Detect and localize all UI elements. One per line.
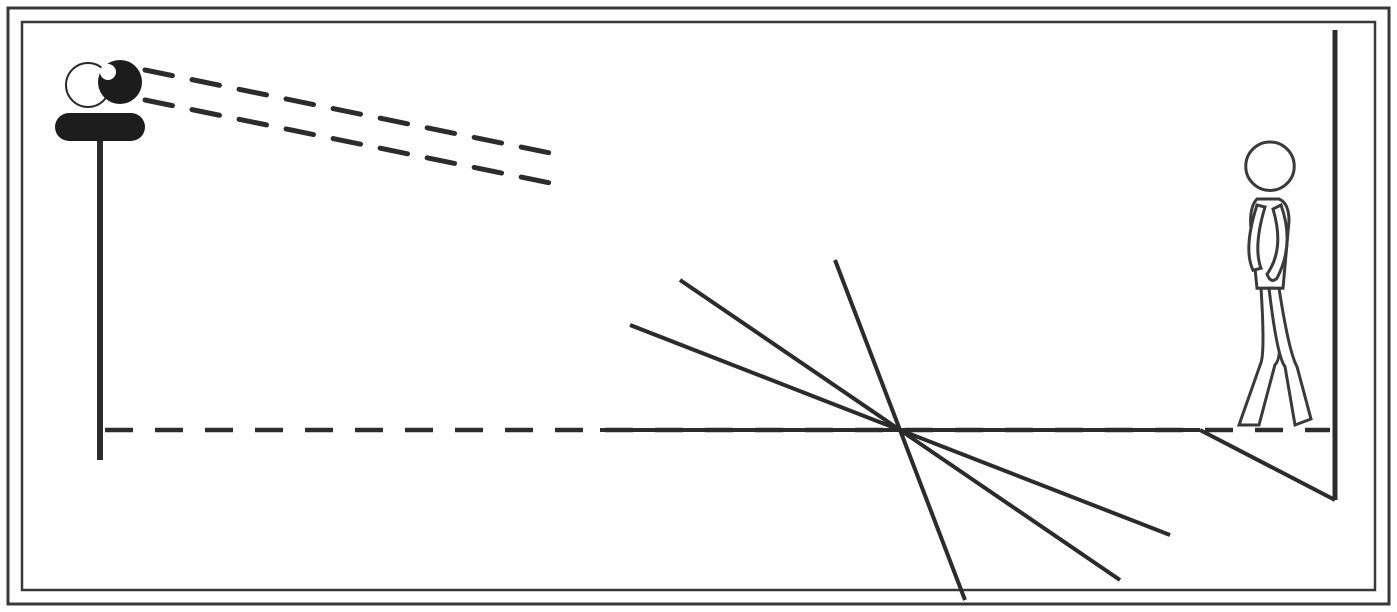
diagram-svg <box>0 0 1397 612</box>
camera-lens-highlight <box>100 64 116 80</box>
human-head <box>1246 142 1294 190</box>
background <box>0 0 1397 612</box>
diagram-container <box>0 0 1397 612</box>
camera-base <box>55 113 145 141</box>
